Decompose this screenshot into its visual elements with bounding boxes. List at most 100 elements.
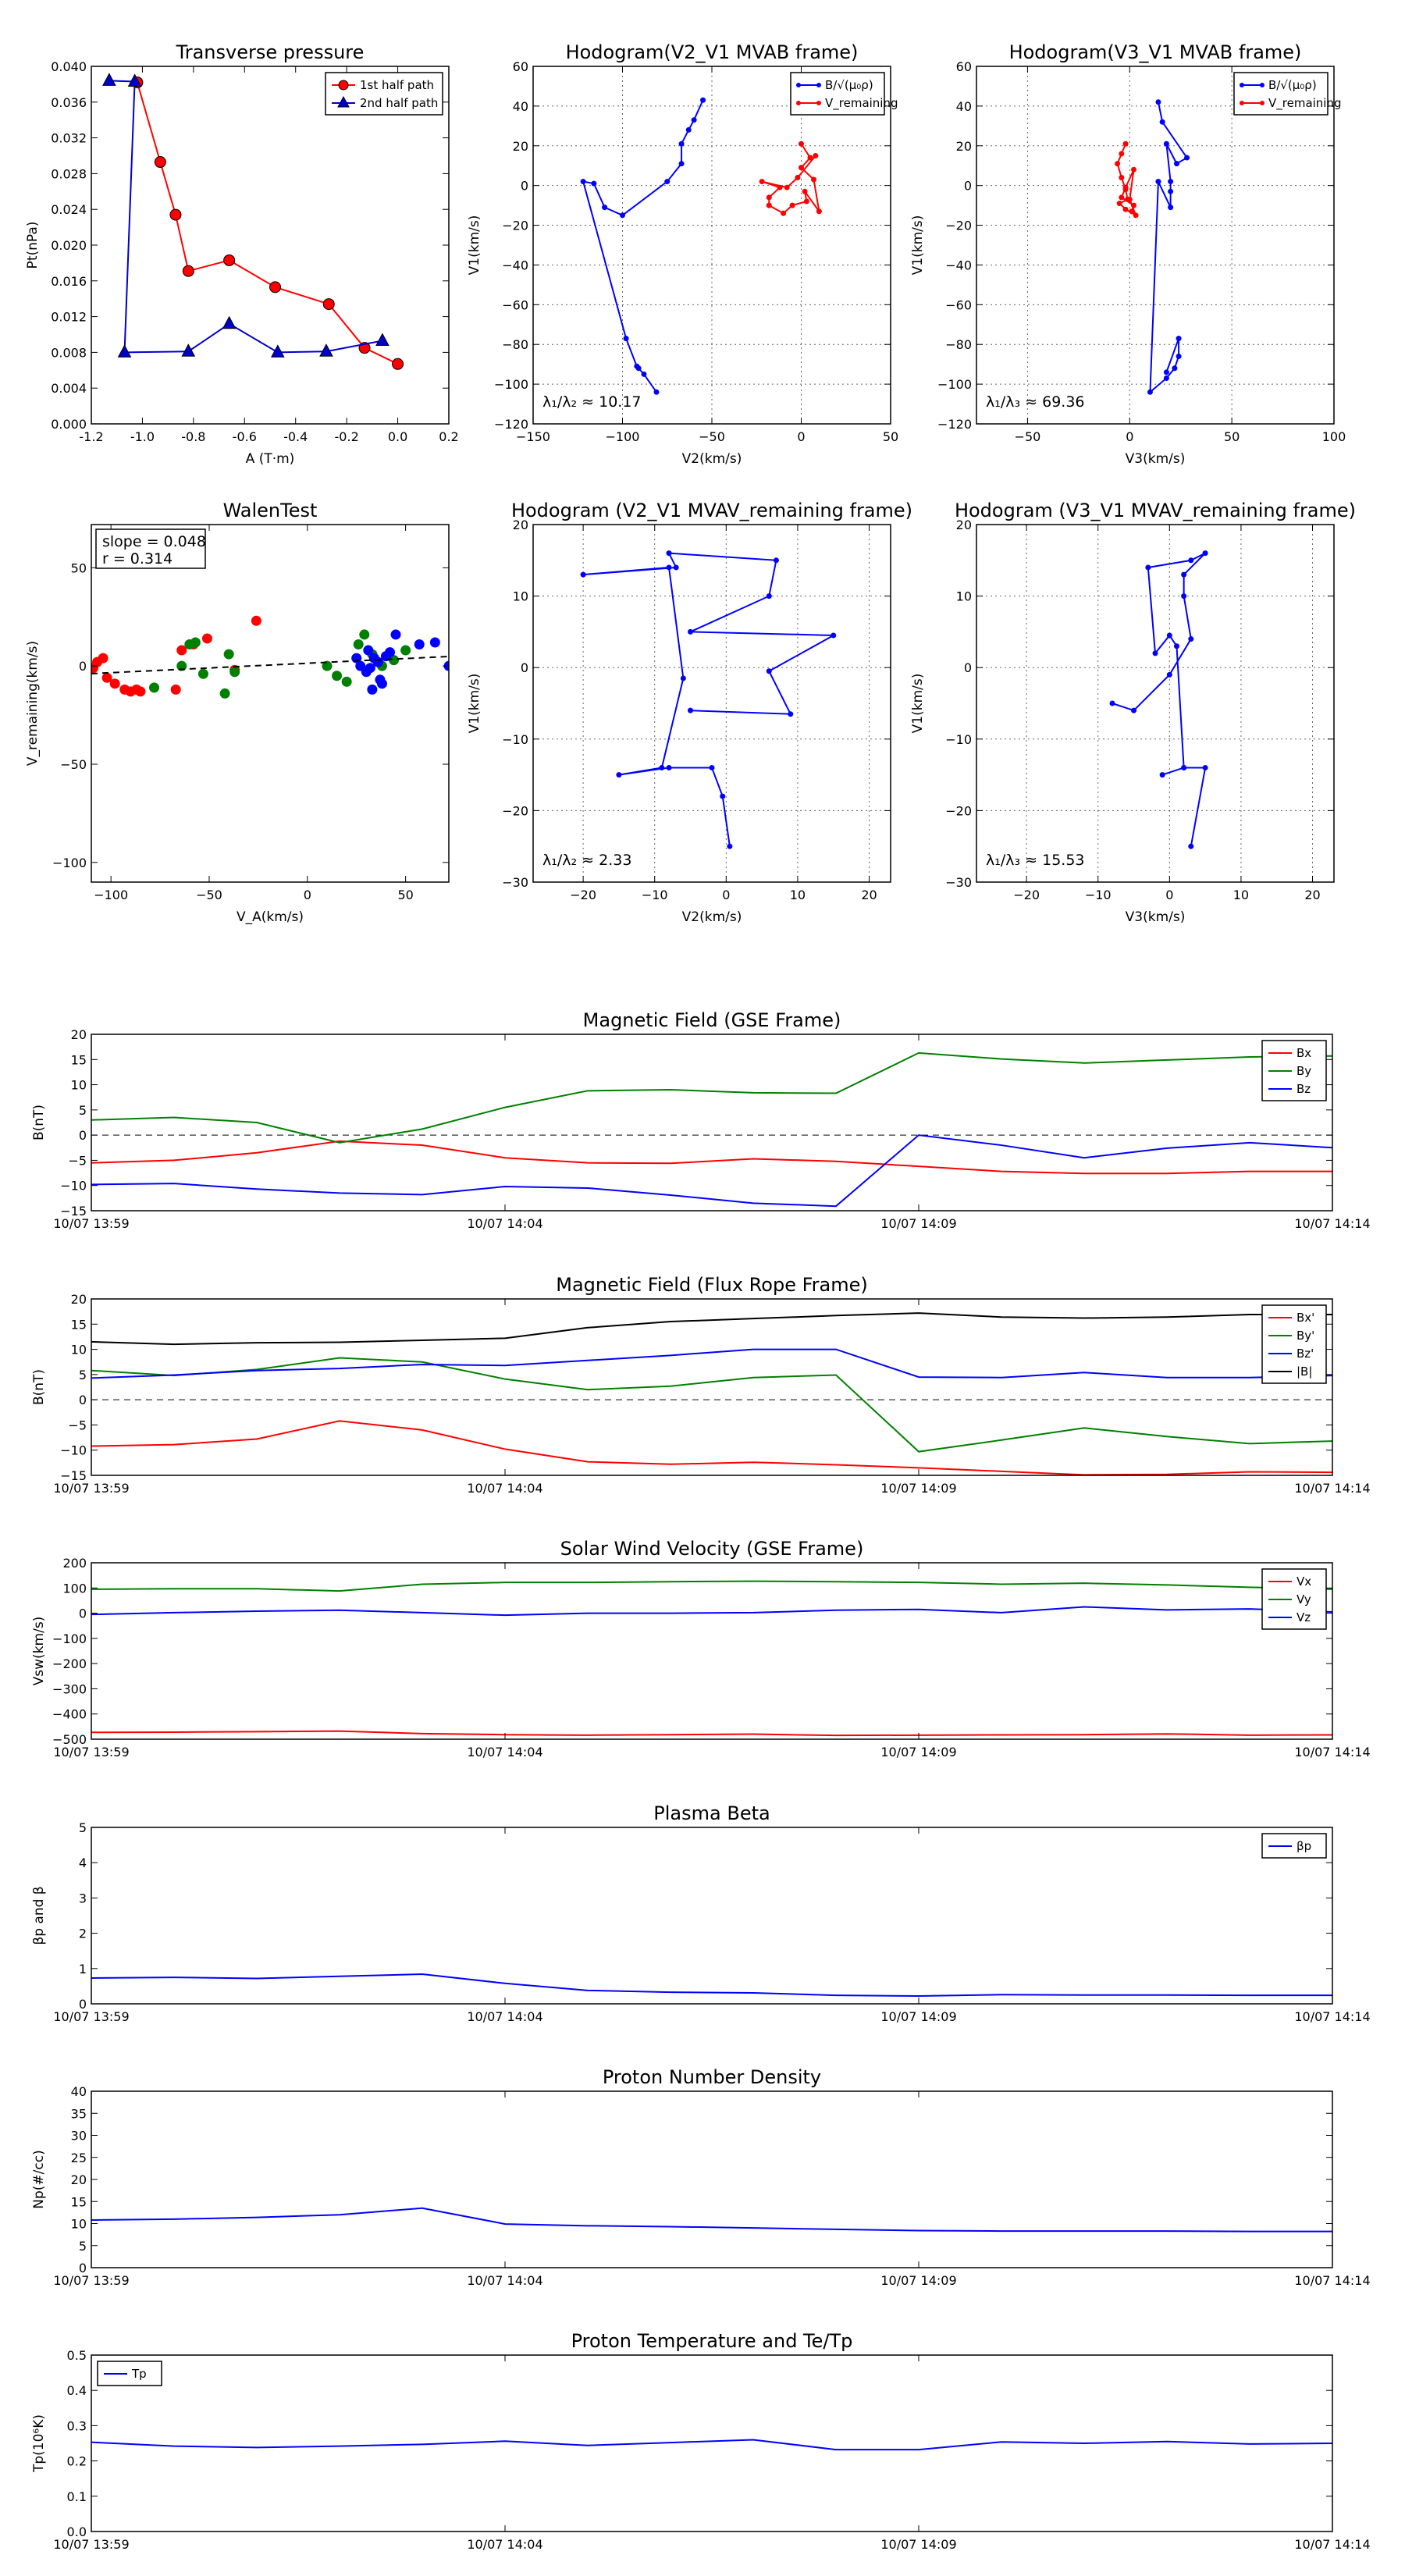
x-axis-label: V2(km/s) (682, 909, 742, 925)
y-tick-label: 5 (79, 1368, 87, 1382)
scatter-point (149, 682, 160, 693)
legend-marker (1260, 83, 1264, 87)
data-point (664, 179, 670, 185)
data-point (784, 184, 790, 190)
legend-label: Tp (131, 2367, 147, 2381)
plot-area (91, 1312, 1332, 1475)
y-axis-label: Tp(10⁶K) (31, 2414, 47, 2473)
data-point (795, 174, 801, 180)
series-line (761, 143, 820, 215)
series-line (91, 1051, 1332, 1144)
x-tick-label: -0.2 (335, 429, 359, 444)
scatter-point (109, 678, 120, 689)
x-tick-label: 10/07 14:04 (467, 1481, 542, 1496)
x-tick-label: 10 (790, 888, 806, 902)
series-line (108, 80, 383, 354)
data-point (117, 344, 132, 358)
x-tick-label: −50 (1015, 429, 1041, 444)
y-tick-label: −5 (68, 1153, 87, 1168)
legend-box (325, 72, 443, 116)
data-point (319, 343, 333, 357)
x-tick-label: 10/07 13:59 (53, 2009, 129, 2024)
y-tick-label: −10 (502, 732, 528, 747)
data-point (766, 202, 772, 208)
plot-frame (976, 524, 1335, 883)
legend: βp (1261, 1833, 1327, 1859)
y-tick-label: −20 (945, 219, 972, 233)
x-tick-label: 0 (1165, 888, 1173, 902)
y-tick-label: −20 (502, 803, 528, 818)
y-tick-label: −100 (52, 1631, 87, 1646)
data-point (709, 764, 715, 770)
scatter-point (363, 645, 374, 656)
panel-h2: −50 0 50 100 −120 −100 −80 −60 −40 −20 0 20 40 60 Hodo… (910, 41, 1346, 467)
data-point (1119, 194, 1125, 201)
data-point (653, 389, 660, 395)
legend: B/√(μ₀ρ) V_remaining (1233, 72, 1342, 116)
x-tick-label: 10/07 14:04 (467, 1745, 542, 1759)
plot-area (91, 2439, 1332, 2451)
data-point (720, 793, 726, 799)
data-point (1181, 764, 1187, 770)
y-tick-label: 2 (79, 1927, 87, 1941)
fit-line (91, 655, 449, 674)
eigenvalue-ratio: λ₁/λ₃ ≈ 69.36 (986, 393, 1085, 411)
x-tick-label: 0 (304, 888, 311, 902)
scatter-point (190, 637, 201, 648)
y-tick-label: 60 (513, 59, 528, 74)
panel-title: Solar Wind Velocity (GSE Frame) (560, 1538, 864, 1560)
data-point (807, 155, 813, 161)
scatter-point (389, 655, 400, 666)
scatter-point (201, 633, 212, 644)
plot-area (91, 615, 449, 699)
plot-frame (91, 1034, 1333, 1212)
series-line (91, 2439, 1332, 2451)
legend-box (1233, 72, 1329, 116)
data-point (799, 165, 804, 171)
y-tick-label: 0.1 (67, 2489, 87, 2504)
panel-np: 10/07 13:59 10/07 14:04 10/07 14:09 10/07 1… (31, 2066, 1371, 2288)
y-axis-label: Vsw(km/s) (31, 1617, 47, 1686)
scatter-point (332, 671, 343, 681)
x-tick-label: 10/07 13:59 (53, 2273, 129, 2288)
data-point (766, 593, 772, 600)
y-tick-label: 50 (71, 560, 87, 575)
y-tick-label: 0 (79, 1393, 87, 1407)
y-tick-label: 1 (79, 1962, 87, 1976)
legend: 1st half path 2nd half path (325, 72, 443, 116)
scatter-point (414, 639, 425, 650)
data-point (1163, 141, 1169, 147)
y-tick-label: 20 (956, 139, 972, 154)
data-point (1202, 764, 1208, 770)
data-point (1181, 571, 1187, 578)
data-point (392, 358, 404, 370)
legend: Bx By Bz (1261, 1040, 1327, 1101)
data-point (1176, 336, 1182, 342)
data-point (1119, 174, 1125, 180)
x-tick-label: -0.8 (181, 429, 205, 444)
series-line (91, 1606, 1332, 1617)
panel-bfr: 10/07 13:59 10/07 14:04 10/07 14:09 10/07 1… (31, 1274, 1371, 1496)
plot-area (91, 1051, 1332, 1208)
legend-marker (1260, 101, 1264, 105)
y-tick-label: 3 (79, 1891, 87, 1905)
x-tick-label: 50 (397, 888, 413, 902)
panel-title: Hodogram (V3_V1 MVAV_remaining frame) (955, 500, 1356, 521)
data-point (1147, 389, 1153, 395)
x-tick-label: −20 (1013, 888, 1040, 902)
data-point (1122, 141, 1129, 147)
panel-walen: −100 −50 0 50 −100 −50 0 50 WalenTest V_A(km/s) V_… (25, 500, 450, 925)
data-point (127, 73, 142, 87)
y-tick-label: 25 (71, 2151, 87, 2165)
y-tick-label: 0.4 (67, 2383, 87, 2398)
y-tick-label: 0 (79, 1997, 87, 2012)
legend: Bx' By' Bz' |B| (1261, 1304, 1327, 1384)
scatter-point (197, 668, 208, 679)
data-point (789, 202, 795, 208)
data-point (1188, 843, 1194, 849)
data-point (154, 156, 166, 169)
series-line (91, 1312, 1332, 1346)
scatter-point (429, 637, 440, 648)
panel-title: Hodogram(V2_V1 MVAB frame) (566, 41, 859, 63)
